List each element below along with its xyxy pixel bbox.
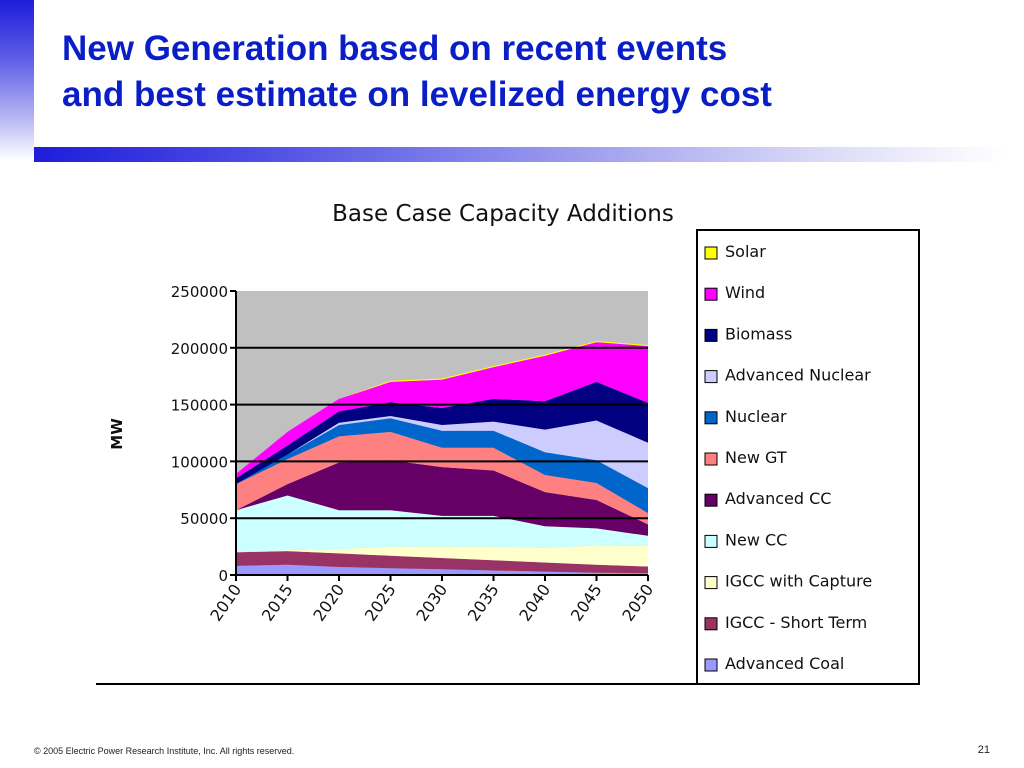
legend-swatch-advanced-coal [704, 658, 718, 672]
legend-box [696, 229, 920, 685]
legend-swatch-igcc-with-capture [704, 576, 718, 590]
x-tick-label: 2015 [258, 580, 297, 624]
legend-swatch-advanced-nuclear [704, 370, 718, 384]
legend-label-igcc-short-term: IGCC - Short Term [725, 613, 867, 632]
legend-label-igcc-with-capture: IGCC with Capture [725, 572, 872, 591]
slide-title: New Generation based on recent events an… [62, 26, 1002, 118]
footer-copyright: © 2005 Electric Power Research Institute… [34, 746, 295, 756]
legend-swatch-new-cc [704, 534, 718, 548]
legend-label-advanced-nuclear: Advanced Nuclear [725, 366, 871, 385]
legend-label-new-cc: New CC [725, 530, 787, 549]
legend-label-advanced-cc: Advanced CC [725, 489, 831, 508]
legend-label-biomass: Biomass [725, 324, 792, 343]
legend-swatch-new-gt [704, 452, 718, 466]
slide-title-line-2: and best estimate on levelized energy co… [62, 75, 772, 114]
area-advanced-nuclear [236, 416, 648, 489]
legend-swatch-biomass [704, 328, 718, 342]
legend-label-new-gt: New GT [725, 448, 787, 467]
y-tick-label: 50000 [180, 510, 228, 528]
x-tick-label: 2010 [206, 580, 245, 624]
area-wind [236, 342, 648, 479]
area-new-cc [236, 495, 648, 553]
x-tick-label: 2030 [412, 580, 451, 624]
legend-label-advanced-coal: Advanced Coal [725, 654, 844, 673]
legend-swatch-nuclear [704, 411, 718, 425]
area-advanced-cc [236, 460, 648, 536]
chart-legend: Solar Wind Biomass Advanced Nuclear Nuclear N… [696, 229, 920, 685]
area-new-gt [236, 431, 648, 525]
area-biomass [236, 381, 648, 485]
legend-swatch-advanced-cc [704, 493, 718, 507]
y-tick-label: 200000 [171, 340, 228, 358]
chart-title: Base Case Capacity Additions [332, 201, 674, 227]
x-tick-label: 2035 [464, 580, 503, 624]
area-nuclear [236, 418, 648, 514]
slide-title-line-1: New Generation based on recent events [62, 29, 728, 68]
legend-swatch-igcc-short-term [704, 617, 718, 631]
legend-swatch-wind [704, 287, 718, 301]
corner-accent-bar [0, 0, 34, 160]
y-axis-label: MW [108, 418, 126, 450]
x-tick-label: 2050 [618, 580, 657, 624]
y-tick-label: 0 [218, 567, 228, 585]
y-tick-label: 250000 [171, 283, 228, 301]
legend-label-wind: Wind [725, 283, 765, 302]
x-tick-label: 2020 [309, 580, 348, 624]
y-tick-label: 150000 [171, 397, 228, 415]
y-tick-label: 100000 [171, 453, 228, 471]
legend-label-nuclear: Nuclear [725, 407, 787, 426]
area-igcc-with-capture [236, 545, 648, 567]
x-tick-label: 2045 [567, 580, 606, 624]
x-tick-label: 2025 [361, 580, 400, 624]
x-tick-label: 2040 [515, 580, 554, 624]
area-advanced-coal [236, 564, 648, 575]
title-underline-bar [34, 147, 1004, 162]
legend-swatch-solar [704, 246, 718, 260]
plot-area [236, 291, 648, 575]
page-number: 21 [977, 744, 990, 756]
legend-label-solar: Solar [725, 242, 766, 261]
area-igcc-short-term [236, 551, 648, 574]
